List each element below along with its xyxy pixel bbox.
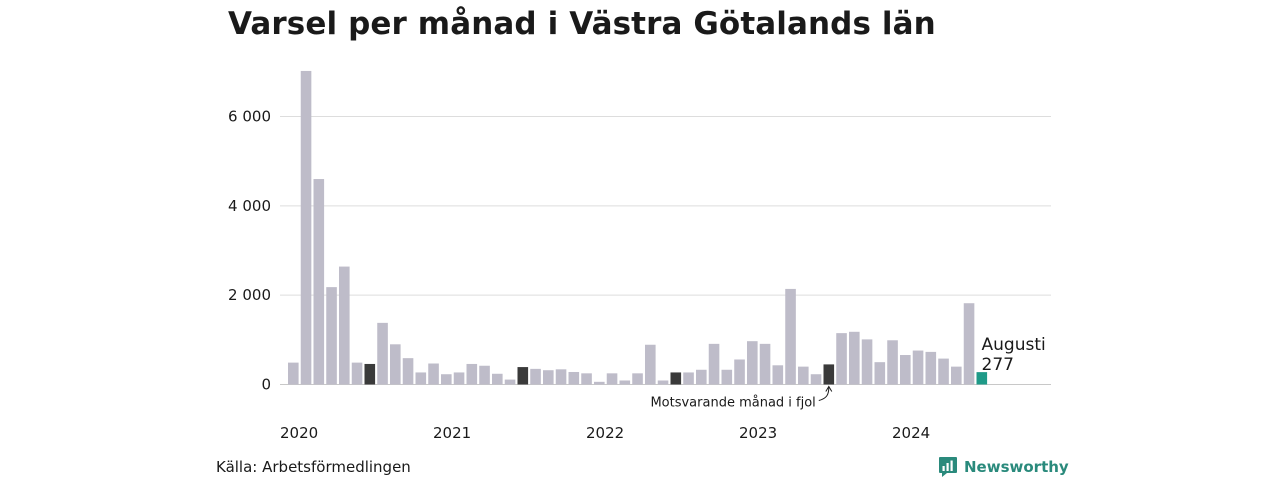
bar xyxy=(555,369,567,385)
y-tick-label: 0 xyxy=(261,376,271,394)
bar xyxy=(734,359,745,385)
bar xyxy=(912,350,924,385)
latest-value-label: 277 xyxy=(982,355,1014,375)
bar xyxy=(504,379,516,385)
bar xyxy=(645,344,656,385)
bar xyxy=(619,380,631,385)
y-tick-label: 2 000 xyxy=(228,286,271,304)
source-text: Källa: Arbetsförmedlingen xyxy=(216,458,411,476)
x-year-label: 2020 xyxy=(280,424,318,442)
x-year-label: 2024 xyxy=(892,424,930,442)
x-year-label: 2021 xyxy=(433,424,471,442)
bar-highlight xyxy=(517,367,529,385)
brand-name: Newsworthy xyxy=(964,458,1069,476)
bar xyxy=(887,340,898,385)
bar-latest xyxy=(976,372,988,385)
bar-highlight xyxy=(823,364,835,385)
bar xyxy=(441,374,452,385)
bar xyxy=(810,374,822,385)
bar xyxy=(594,381,605,385)
x-axis-labels: 2020 2021 2022 2023 2024 xyxy=(280,424,930,442)
bar xyxy=(339,266,350,385)
bar xyxy=(696,369,707,385)
bar xyxy=(428,363,439,385)
newsworthy-logo-icon xyxy=(939,457,957,477)
bar xyxy=(849,331,860,385)
bar xyxy=(861,339,873,385)
bar xyxy=(798,366,809,385)
bar xyxy=(453,372,465,385)
bar xyxy=(606,373,618,385)
bar xyxy=(351,362,363,385)
bar xyxy=(390,344,401,385)
annotation-arrow xyxy=(818,387,830,401)
bar xyxy=(683,372,694,385)
bar xyxy=(938,358,949,385)
bar xyxy=(836,333,847,385)
bar xyxy=(632,373,643,385)
x-year-label: 2022 xyxy=(586,424,624,442)
bar xyxy=(581,373,592,385)
bar xyxy=(874,362,886,385)
x-year-label: 2023 xyxy=(739,424,777,442)
y-axis-labels: 0 2 000 4 000 6 000 xyxy=(228,108,271,394)
bar xyxy=(402,358,414,385)
bar xyxy=(721,369,733,385)
bars xyxy=(288,70,988,385)
annotation-text: Motsvarande månad i fjol xyxy=(650,396,815,411)
bar xyxy=(747,341,758,385)
bar xyxy=(708,343,720,385)
bar-highlight xyxy=(670,372,682,385)
y-tick-label: 6 000 xyxy=(228,108,271,126)
brand: Newsworthy xyxy=(938,456,1069,478)
y-tick-label: 4 000 xyxy=(228,197,271,215)
bar xyxy=(543,370,554,385)
chart-title: Varsel per månad i Västra Götalands län xyxy=(228,6,936,42)
bar-highlight xyxy=(364,363,376,385)
bar xyxy=(479,365,490,385)
bar xyxy=(300,70,312,385)
bar xyxy=(313,179,325,385)
bar xyxy=(466,363,478,385)
bar xyxy=(326,287,337,385)
latest-month-label: Augusti xyxy=(982,335,1046,355)
bar xyxy=(568,371,580,385)
bar xyxy=(759,343,771,385)
bar xyxy=(963,303,975,385)
bar xyxy=(951,366,962,385)
bar xyxy=(772,365,784,385)
bar xyxy=(925,351,937,385)
annotation-arrowhead xyxy=(825,385,833,392)
bar xyxy=(492,373,503,385)
bar xyxy=(785,288,796,385)
bar xyxy=(530,368,541,385)
bar xyxy=(377,322,388,385)
bar xyxy=(415,372,427,385)
bar xyxy=(288,362,299,385)
bar xyxy=(657,380,669,385)
bar xyxy=(900,355,911,385)
